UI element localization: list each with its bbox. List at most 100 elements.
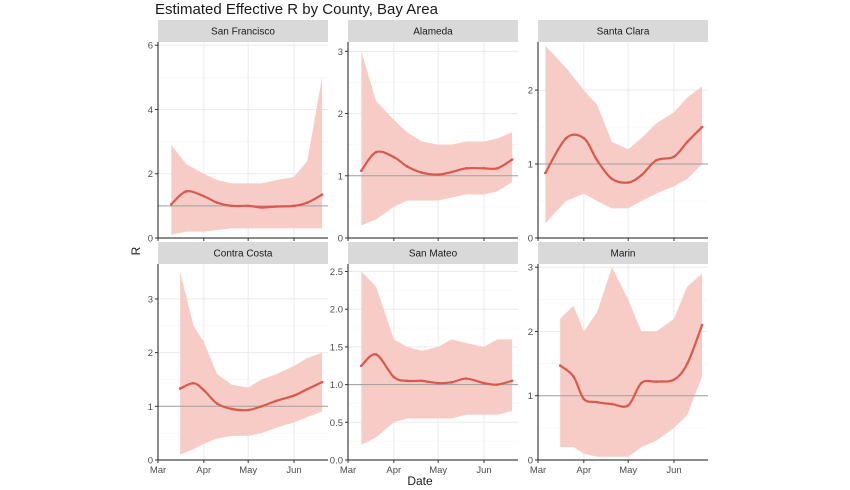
x-tick-label: May [239, 465, 257, 476]
r-estimate-point [246, 408, 250, 412]
x-tick-label: Mar [340, 465, 356, 476]
r-estimate-point [686, 140, 689, 144]
y-tick-label: 0.0 [330, 456, 343, 467]
panel-san-mateo: San Mateo 0.0 0.5 1.0 1.5 2.0 2.5 Mar Apr May Jun [330, 242, 518, 476]
y-tick-label: 2 [338, 109, 343, 120]
r-estimate-point [392, 155, 396, 159]
r-estimate-point [246, 204, 250, 208]
r-estimate-point [202, 388, 206, 392]
r-estimate-point [405, 379, 409, 383]
r-estimate-point [510, 379, 514, 383]
credible-band [545, 45, 703, 224]
r-estimate-point [626, 181, 630, 184]
x-tick-label: Apr [196, 465, 211, 476]
y-tick-label: 1.0 [330, 380, 343, 391]
r-estimate-point [654, 380, 658, 383]
x-tick-label: May [429, 465, 447, 476]
r-estimate-point [360, 364, 363, 368]
r-estimate-point [482, 167, 486, 170]
r-estimate-point [192, 381, 195, 385]
r-estimate-point [482, 381, 486, 385]
y-tick-label: 3 [148, 294, 153, 305]
y-tick-label: 2 [528, 327, 533, 338]
r-estimate-point [558, 364, 562, 367]
r-estimate-point [405, 165, 409, 168]
r-estimate-point [202, 194, 206, 198]
r-estimate-point [320, 380, 324, 384]
r-estimate-point [178, 387, 182, 390]
x-tick-label: Apr [576, 465, 591, 476]
r-estimate-point [510, 158, 514, 161]
x-tick-label: Mar [530, 465, 546, 476]
r-estimate-point [496, 383, 499, 386]
r-estimate-point [215, 201, 219, 204]
credible-band [361, 271, 513, 445]
r-estimate-point [496, 167, 499, 170]
r-estimate-point [450, 381, 453, 384]
panel-san-francisco: San Francisco 0 2 4 6 [148, 20, 328, 245]
r-estimate-point [654, 159, 658, 162]
x-tick-label: Jun [286, 465, 301, 476]
r-estimate-point [420, 379, 424, 383]
chart-title: Estimated Effective R by County, Bay Are… [155, 1, 439, 18]
r-estimate-point [274, 399, 278, 403]
r-estimate-point [595, 400, 599, 404]
r-estimate-point [610, 402, 614, 406]
y-tick-label: 1 [528, 160, 533, 171]
r-estimate-point [595, 159, 599, 162]
r-estimate-point [640, 381, 643, 385]
r-estimate-point [392, 375, 396, 379]
y-axis-title: R [129, 246, 143, 255]
r-estimate-point [700, 323, 704, 327]
y-tick-label: 6 [148, 41, 153, 52]
panel-strip-label: Alameda [413, 27, 453, 38]
panel-strip [538, 242, 708, 264]
r-estimate-point [582, 136, 586, 140]
r-estimate-point [292, 394, 296, 397]
r-estimate-point [260, 405, 263, 408]
y-tick-label: 2.5 [330, 267, 343, 278]
credible-band [171, 77, 323, 235]
r-estimate-point [360, 169, 363, 173]
y-tick-label: 0 [148, 456, 153, 467]
x-tick-label: May [619, 465, 637, 476]
y-tick-label: 1 [338, 171, 343, 182]
chart-panels: San Francisco 0 2 4 6 Alameda 0 1 2 3 Santa Clara 0… [148, 20, 708, 476]
y-tick-label: 4 [148, 105, 153, 116]
x-tick-label: Mar [150, 465, 166, 476]
r-estimate-point [686, 362, 689, 365]
r-estimate-point [170, 202, 173, 206]
r-estimate-point [672, 378, 676, 381]
panel-strip-label: San Mateo [409, 249, 458, 260]
r-estimate-point [230, 407, 234, 411]
y-tick-label: 0 [338, 234, 343, 245]
r-estimate-point [672, 155, 676, 158]
y-tick-label: 3 [338, 47, 343, 58]
panel-strip [538, 20, 708, 42]
credible-band [180, 272, 323, 455]
r-estimate-point [610, 177, 614, 181]
r-estimate-point [700, 125, 704, 129]
y-tick-label: 0.5 [330, 418, 343, 429]
r-estimate-point [572, 375, 575, 378]
y-tick-label: 2 [528, 86, 533, 97]
y-tick-label: 1 [528, 391, 533, 402]
x-tick-label: Jun [666, 465, 681, 476]
panel-strip [348, 242, 518, 264]
panel-strip [158, 20, 328, 42]
r-estimate-point [306, 201, 309, 204]
r-estimate-point [544, 171, 547, 175]
r-estimate-point [292, 204, 296, 208]
r-estimate-point [374, 353, 378, 356]
credible-band [560, 267, 703, 457]
y-tick-label: 0 [148, 234, 153, 245]
panel-contra-costa: Contra Costa 0 1 2 3 Mar Apr May Jun [148, 242, 328, 476]
x-axis-title: Date [407, 474, 433, 488]
r-estimate-point [260, 206, 263, 209]
y-tick-label: 0 [528, 456, 533, 467]
r-estimate-point [640, 173, 643, 177]
panel-strip [158, 242, 328, 264]
r-estimate-point [230, 204, 234, 208]
r-estimate-point [374, 150, 378, 154]
